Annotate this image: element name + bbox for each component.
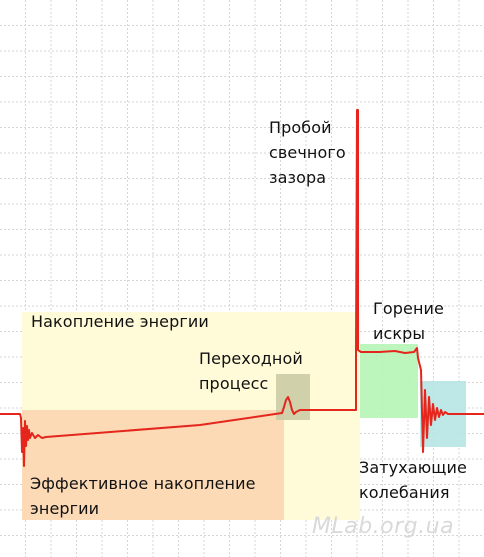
- effective-label-line-2: энергии: [30, 499, 100, 518]
- damped-oscillations-label: Затухающие колебания: [359, 455, 467, 505]
- spark-burning-zone: [360, 344, 418, 418]
- energy-accumulation-label: Накопление энергии: [31, 312, 209, 331]
- breakdown-label-line-3: зазора: [269, 168, 327, 187]
- breakdown-label-line-2: свечного: [269, 143, 346, 162]
- effective-accumulation-label: Эффективное накопление энергии: [30, 471, 256, 521]
- spark-label-line-2: искры: [373, 324, 426, 343]
- transition-process-label: Переходной процесс: [199, 346, 303, 396]
- damped-label-line-2: колебания: [359, 483, 450, 502]
- breakdown-label: Пробой свечного зазора: [269, 115, 346, 190]
- watermark: MLab.org.ua: [312, 514, 455, 539]
- voltage-waveform: [0, 109, 484, 467]
- damped-label-line-1: Затухающие: [359, 458, 467, 477]
- spark-label-line-1: Горение: [373, 299, 444, 318]
- transition-label-line-1: Переходной: [199, 349, 303, 368]
- spark-burning-label: Горение искры: [373, 296, 444, 346]
- breakdown-label-line-1: Пробой: [269, 118, 332, 137]
- effective-label-line-1: Эффективное накопление: [30, 474, 256, 493]
- transition-label-line-2: процесс: [199, 374, 269, 393]
